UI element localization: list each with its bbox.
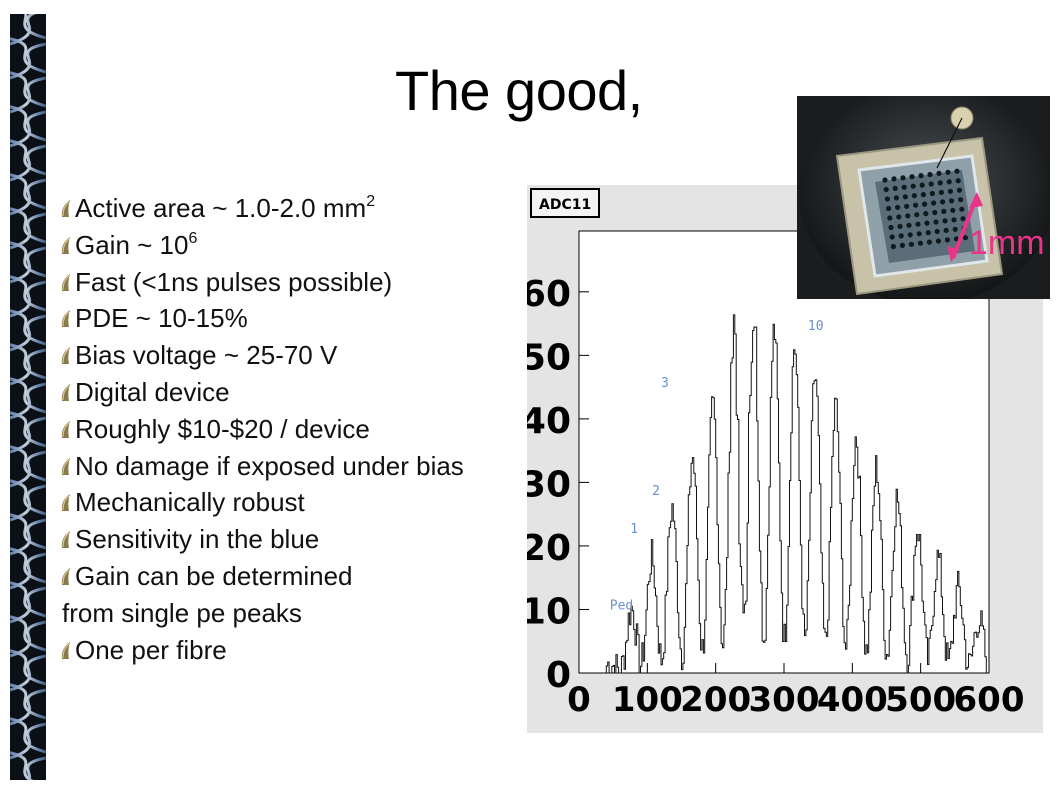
peak-label: 10 xyxy=(808,319,824,334)
bullet-text: Gain ~ 10 xyxy=(75,229,189,260)
bullet-item: Gain ~ 106 xyxy=(60,227,464,264)
bullet-item: Fast (<1ns pulses possible) xyxy=(60,264,464,301)
bullet-text: Fast (<1ns pulses possible) xyxy=(75,266,393,297)
bullet-icon xyxy=(61,200,70,217)
x-tick-label: 500 xyxy=(885,680,956,720)
sipm-device-image: 1mm xyxy=(797,84,1055,304)
bullet-icon xyxy=(61,310,70,328)
bullet-icon xyxy=(61,236,70,254)
bullet-icon xyxy=(61,641,70,659)
x-tick-label: 100 xyxy=(612,680,683,720)
bullet-text: Roughly $10-$20 / device xyxy=(75,413,370,444)
bullet-superscript: 6 xyxy=(188,229,198,247)
bullet-item: Mechanically robust xyxy=(60,484,464,521)
x-tick-label: 200 xyxy=(680,680,751,720)
x-tick-label: 400 xyxy=(817,680,888,720)
peak-label: 1 xyxy=(630,522,638,537)
slide-title: The good, xyxy=(395,59,643,122)
y-tick-label: 0 xyxy=(546,655,571,696)
bullet-text: Gain can be determined xyxy=(75,560,353,591)
bullet-item: Digital device xyxy=(60,374,464,411)
x-tick-label: 0 xyxy=(567,680,591,720)
bullet-icon xyxy=(61,531,70,549)
bullet-text: Active area ~ 1.0-2.0 mm xyxy=(75,193,367,223)
bullet-icon xyxy=(61,273,70,291)
hist-title-box xyxy=(530,188,600,218)
bullet-icon xyxy=(61,383,70,401)
peak-label: 2 xyxy=(652,484,660,499)
bullet-item: Active area ~ 1.0-2.0 mm2 xyxy=(60,190,464,227)
bullet-item: from single pe peaks xyxy=(60,595,464,632)
bullet-icon xyxy=(61,457,70,475)
bullet-text: One per fibre xyxy=(75,634,227,665)
bullet-text: PDE ~ 10-15% xyxy=(75,303,248,334)
peak-label: 3 xyxy=(661,376,669,391)
bullet-item: One per fibre xyxy=(60,632,464,669)
bullet-icon xyxy=(61,420,70,438)
y-tick-label: 50 xyxy=(527,337,571,378)
decorative-side-strip xyxy=(10,14,46,780)
bullet-text: Sensitivity in the blue xyxy=(75,524,320,555)
bullet-item: Gain can be determined xyxy=(60,558,464,595)
histogram-trace xyxy=(605,314,987,674)
bullet-superscript: 2 xyxy=(366,193,376,210)
y-tick-label: 10 xyxy=(527,591,571,632)
bullet-item: Bias voltage ~ 25-70 V xyxy=(60,337,464,374)
y-tick-label: 20 xyxy=(527,528,571,569)
bullet-item: Roughly $10-$20 / device xyxy=(60,411,464,448)
x-tick-label: 600 xyxy=(954,680,1025,720)
bullet-icon xyxy=(61,347,70,365)
bullet-list: Active area ~ 1.0-2.0 mm2 Gain ~ 106 Fast … xyxy=(60,190,464,668)
bullet-text: No damage if exposed under bias xyxy=(75,450,464,481)
bullet-icon xyxy=(61,567,70,585)
peak-label: Ped xyxy=(610,598,633,613)
y-tick-label: 40 xyxy=(527,401,571,442)
bullet-item: No damage if exposed under bias xyxy=(60,448,464,485)
hist-title: ADC11 xyxy=(539,197,591,213)
bullet-text: from single pe peaks xyxy=(62,597,302,628)
bullet-text: Bias voltage ~ 25-70 V xyxy=(75,340,338,371)
y-tick-label: 30 xyxy=(527,464,571,505)
x-tick-label: 300 xyxy=(749,680,820,720)
device-photo: 1mm xyxy=(797,84,1055,304)
bullet-text: Mechanically robust xyxy=(75,487,305,518)
scale-label: 1mm xyxy=(969,224,1045,262)
bullet-item: Sensitivity in the blue xyxy=(60,521,464,558)
bullet-item: PDE ~ 10-15% xyxy=(60,300,464,337)
bullet-text: Digital device xyxy=(75,376,230,407)
y-tick-label: 60 xyxy=(527,274,571,315)
swirl-pattern xyxy=(10,14,46,780)
bullet-icon xyxy=(61,494,70,512)
